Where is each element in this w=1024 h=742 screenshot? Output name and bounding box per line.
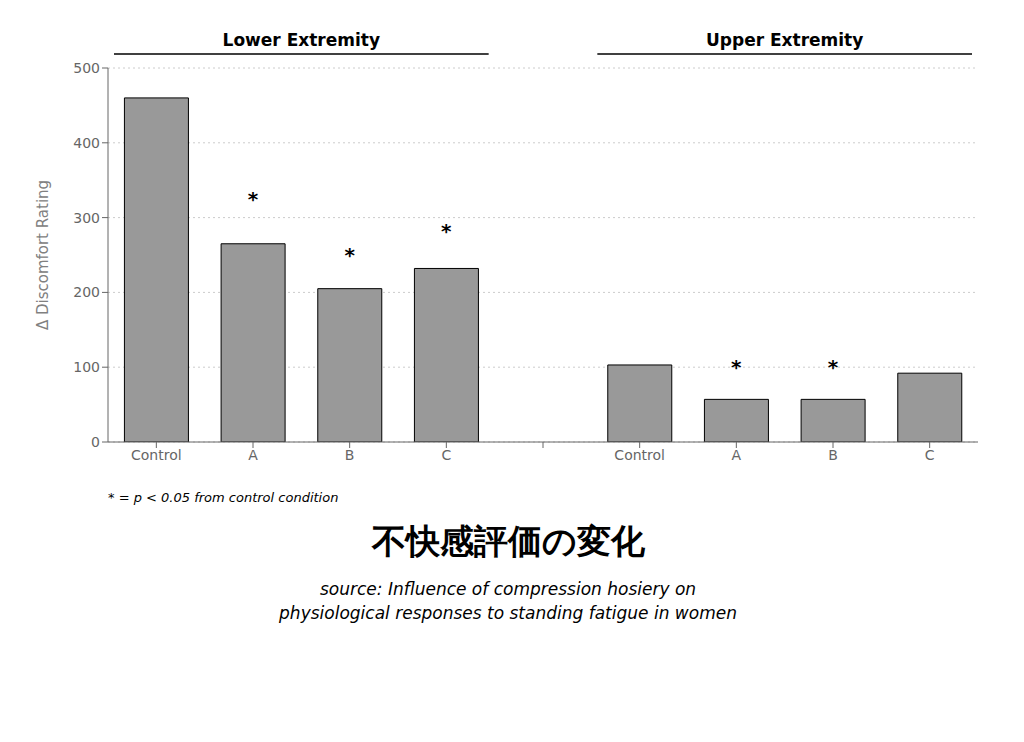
svg-text:Control: Control xyxy=(614,447,665,463)
html-text:source: Influence of compressi: source: Influence of compression hosiery… xyxy=(319,579,697,599)
svg-text:Δ Discomfort Rating: Δ Discomfort Rating xyxy=(34,180,52,330)
svg-text:A: A xyxy=(248,447,258,463)
svg-text:*: * xyxy=(248,187,259,211)
svg-text:B: B xyxy=(828,447,838,463)
svg-text:B: B xyxy=(345,447,355,463)
svg-text:Control: Control xyxy=(131,447,182,463)
svg-text:300: 300 xyxy=(73,210,100,226)
svg-text:A: A xyxy=(732,447,742,463)
svg-text:Upper Extremity: Upper Extremity xyxy=(706,30,863,50)
svg-text:0: 0 xyxy=(91,434,100,450)
svg-text:*: * xyxy=(344,243,355,267)
html-text:* = p < 0.05 from control cond: * = p < 0.05 from control condition xyxy=(108,490,339,505)
svg-text:*: * xyxy=(828,355,839,379)
html-text:不快感評価の変化: 不快感評価の変化 xyxy=(371,521,645,561)
html-text:physiological responses to sta: physiological responses to standing fati… xyxy=(279,603,737,623)
svg-text:C: C xyxy=(441,447,451,463)
svg-text:200: 200 xyxy=(73,284,100,300)
svg-text:*: * xyxy=(731,355,742,379)
svg-text:500: 500 xyxy=(73,60,100,76)
svg-text:100: 100 xyxy=(73,359,100,375)
svg-text:400: 400 xyxy=(73,135,100,151)
svg-text:*: * xyxy=(441,219,452,243)
svg-text:C: C xyxy=(925,447,935,463)
svg-text:Lower Extremity: Lower Extremity xyxy=(223,30,380,50)
